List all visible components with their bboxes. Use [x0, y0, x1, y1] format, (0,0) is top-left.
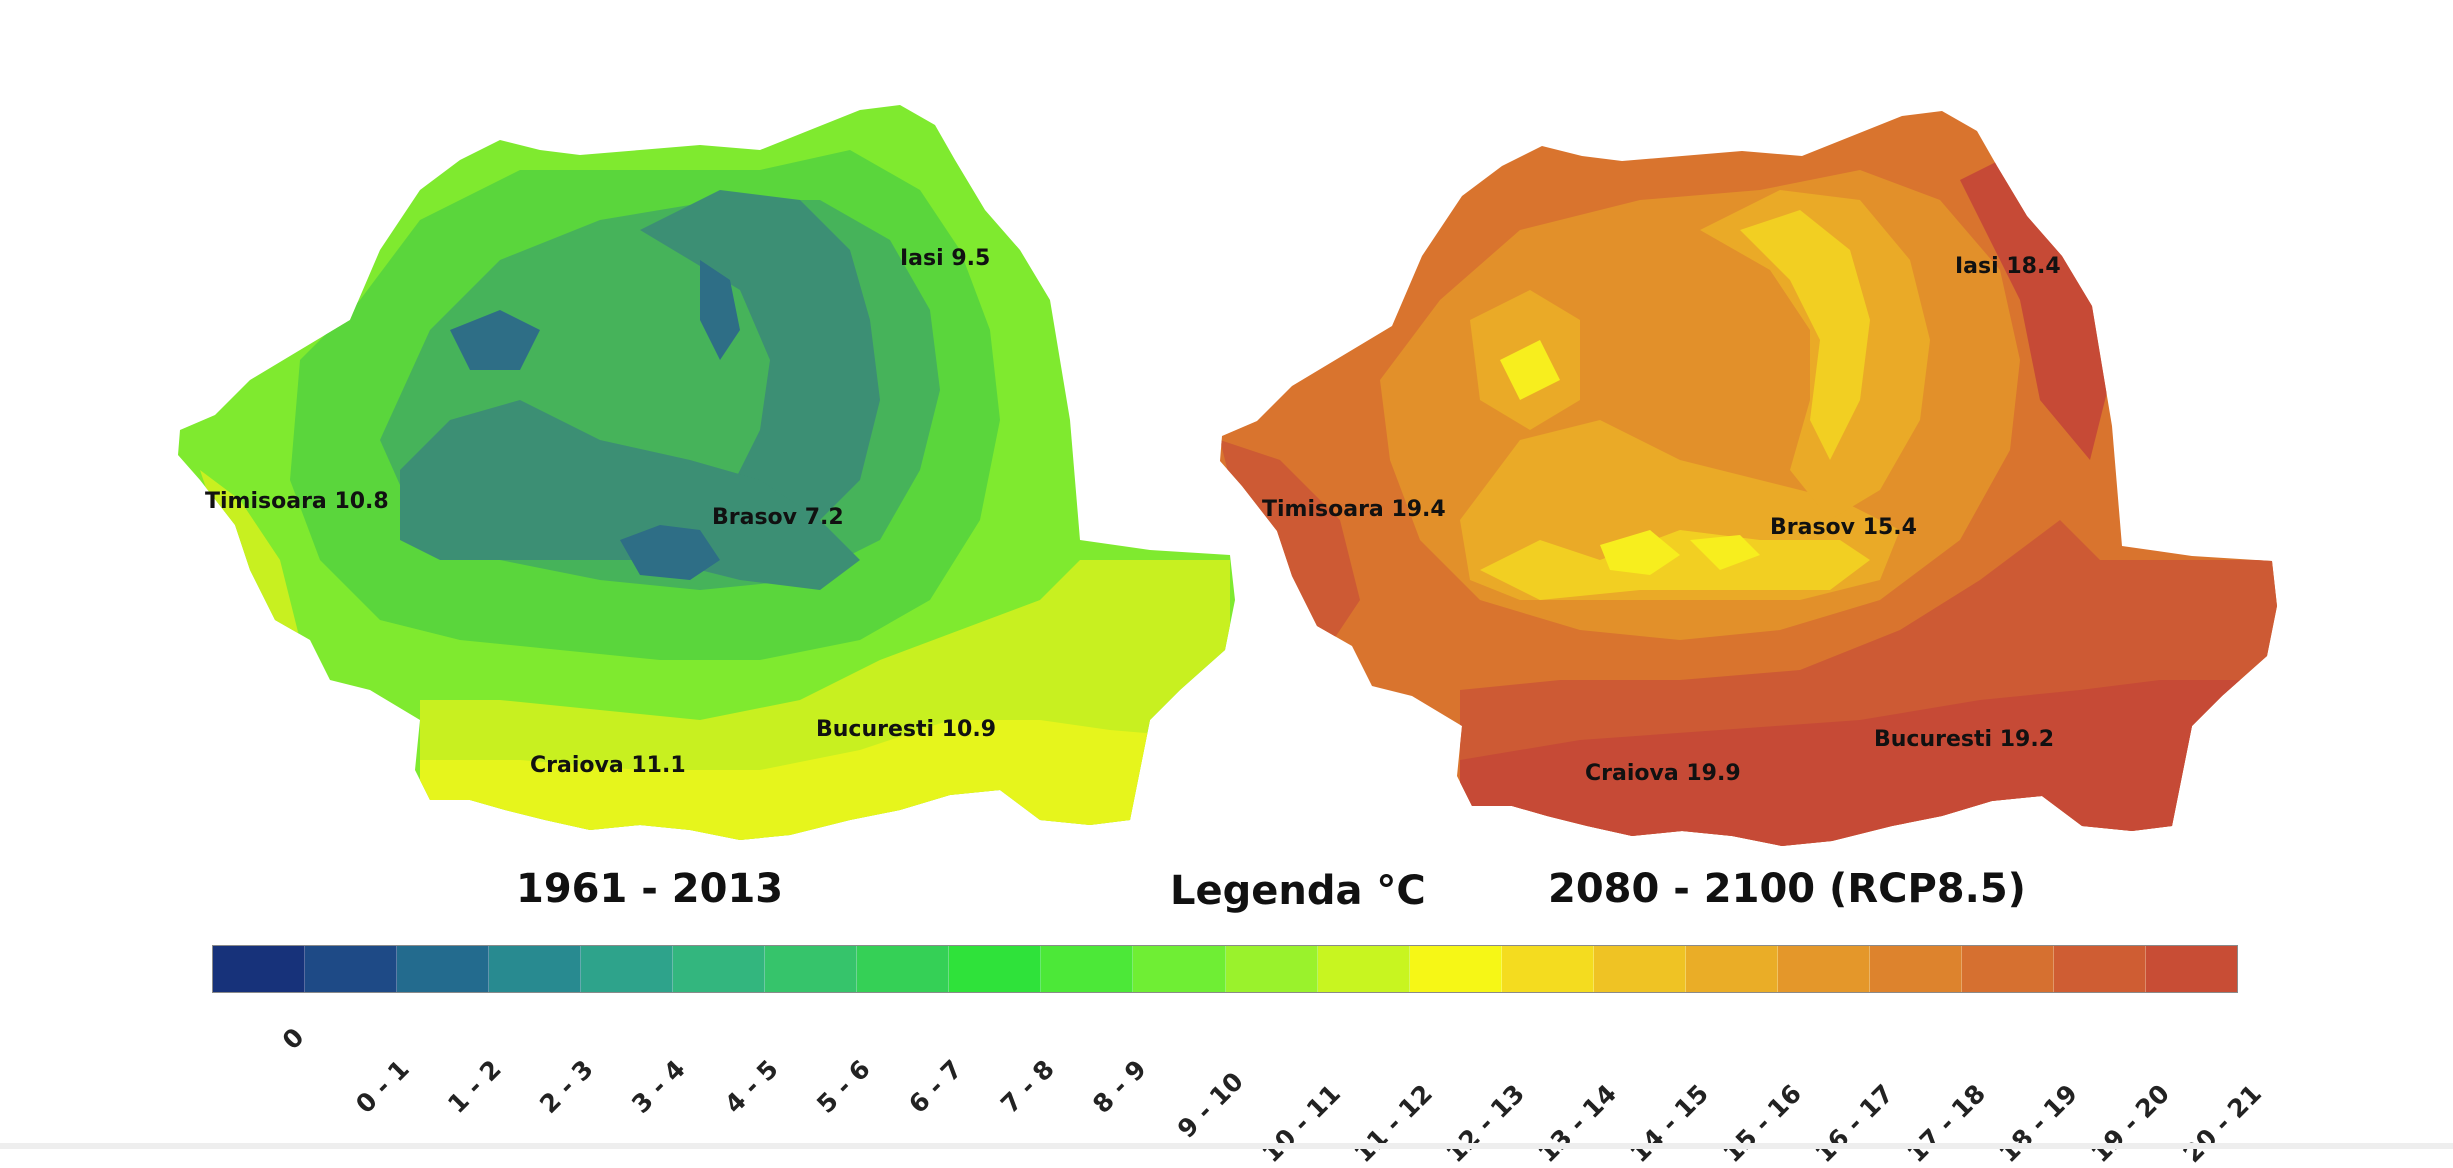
- city-label: Iasi 18.4: [1955, 254, 2061, 279]
- bottom-divider: [0, 1143, 2453, 1149]
- legend-label: 3 - 4: [626, 1054, 692, 1120]
- legend-label: 10 - 11: [1256, 1078, 1347, 1168]
- period-title-historical: 1961 - 2013: [516, 866, 784, 912]
- legend-label: 1 - 2: [442, 1054, 508, 1120]
- map-2080-2100: Iasi 18.4 Timisoara 19.4 Brasov 15.4 Buc…: [1220, 111, 2277, 846]
- city-label: Timisoara 10.8: [205, 489, 389, 514]
- city-label: Iasi 9.5: [900, 246, 990, 271]
- legend-label: 20 - 21: [2177, 1078, 2268, 1168]
- legend-swatch: [857, 946, 950, 992]
- legend-label: 5 - 6: [810, 1054, 876, 1120]
- legend-label: 17 - 18: [1901, 1078, 1991, 1168]
- legend-label: 0 - 1: [350, 1054, 416, 1120]
- legend-swatch: [1041, 946, 1134, 992]
- legend-swatch: [673, 946, 766, 992]
- period-title-projection: 2080 - 2100 (RCP8.5): [1548, 866, 2026, 912]
- legend-swatch: [1961, 946, 2054, 992]
- legend-label: 8 - 9: [1086, 1054, 1152, 1120]
- legend-swatch: [1317, 946, 1410, 992]
- legend-color-bar: [212, 945, 2238, 993]
- city-label: Craiova 19.9: [1585, 761, 1741, 786]
- city-label: Brasov 7.2: [712, 505, 844, 530]
- legend-swatch: [1593, 946, 1686, 992]
- legend-label: 16 - 17: [1809, 1078, 1899, 1168]
- legend-swatch: [1777, 946, 1870, 992]
- legend-swatch: [1409, 946, 1502, 992]
- legend-swatch: [581, 946, 674, 992]
- legend-swatch: [2145, 946, 2238, 992]
- legend-label: 19 - 20: [2085, 1078, 2175, 1168]
- city-label: Bucuresti 10.9: [816, 717, 996, 742]
- legend-swatch: [397, 946, 490, 992]
- legend-label: 14 - 15: [1625, 1078, 1715, 1168]
- legend-swatch: [1133, 946, 1226, 992]
- legend-label: 18 - 19: [1993, 1078, 2083, 1168]
- map-1961-2013: Iasi 9.5 Timisoara 10.8 Brasov 7.2 Bucur…: [178, 105, 1235, 840]
- legend-label: 0: [276, 1022, 310, 1056]
- city-label: Craiova 11.1: [530, 753, 686, 778]
- legend-swatch: [1501, 946, 1594, 992]
- legend-title: Legenda °C: [1170, 868, 1426, 914]
- legend-swatch: [213, 946, 306, 992]
- legend-label: 4 - 5: [718, 1054, 784, 1120]
- legend-swatch: [1869, 946, 1962, 992]
- legend-label: 9 - 10: [1171, 1066, 1249, 1144]
- legend-swatch: [2053, 946, 2146, 992]
- legend-label: 7 - 8: [994, 1054, 1060, 1120]
- city-label: Timisoara 19.4: [1262, 497, 1446, 522]
- legend-swatch: [949, 946, 1042, 992]
- legend-label: 6 - 7: [902, 1054, 968, 1120]
- legend-label: 15 - 16: [1717, 1078, 1807, 1168]
- legend-label: 2 - 3: [534, 1054, 600, 1120]
- legend-swatch: [1685, 946, 1778, 992]
- legend-label: 12 - 13: [1440, 1078, 1531, 1168]
- city-label: Brasov 15.4: [1770, 515, 1917, 540]
- legend-label: 13 - 14: [1533, 1078, 1623, 1168]
- legend-swatch: [489, 946, 582, 992]
- legend-swatch: [305, 946, 398, 992]
- legend-label: 11 - 12: [1348, 1078, 1439, 1168]
- city-label: Bucuresti 19.2: [1874, 727, 2054, 752]
- legend-swatch: [1225, 946, 1318, 992]
- legend-swatch: [765, 946, 858, 992]
